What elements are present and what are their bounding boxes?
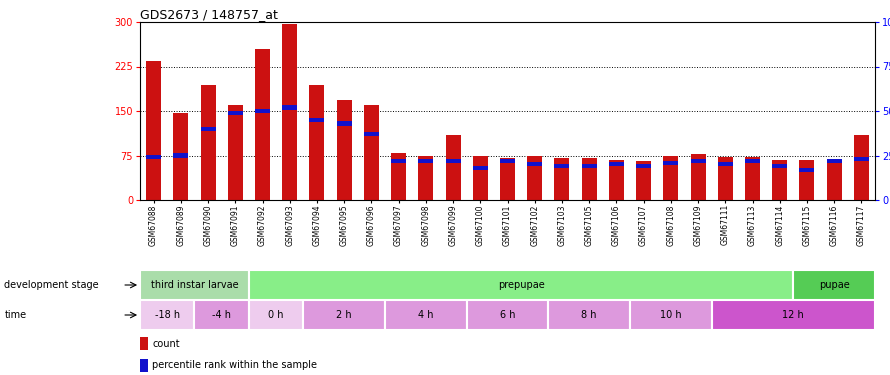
Bar	[310, 86, 325, 200]
Bar	[554, 159, 570, 200]
Text: 8 h: 8 h	[581, 310, 597, 320]
Bar	[773, 160, 788, 200]
Bar	[636, 161, 651, 200]
Bar	[418, 159, 433, 163]
Bar	[663, 160, 678, 165]
Bar	[336, 122, 352, 126]
Bar	[854, 135, 869, 200]
Text: development stage: development stage	[4, 280, 99, 290]
Bar	[718, 157, 732, 200]
Bar	[391, 153, 406, 200]
Bar	[418, 156, 433, 200]
Text: 2 h: 2 h	[336, 310, 352, 320]
Bar	[548, 300, 630, 330]
Bar	[385, 300, 466, 330]
Text: 10 h: 10 h	[660, 310, 682, 320]
Bar	[745, 159, 760, 163]
Bar	[473, 166, 488, 170]
Bar	[249, 300, 303, 330]
Bar	[391, 159, 406, 163]
Bar	[582, 159, 596, 200]
Text: pupae: pupae	[819, 280, 850, 290]
Bar	[200, 86, 215, 200]
Bar	[466, 300, 548, 330]
Text: -4 h: -4 h	[212, 310, 231, 320]
Bar	[500, 159, 515, 163]
Bar	[799, 160, 814, 200]
Bar	[282, 24, 297, 200]
Bar	[174, 153, 189, 158]
Bar	[691, 154, 706, 200]
Bar	[364, 132, 379, 136]
Text: GDS2673 / 148757_at: GDS2673 / 148757_at	[140, 8, 278, 21]
Bar	[691, 159, 706, 163]
Bar	[255, 49, 270, 200]
Bar	[793, 270, 875, 300]
Text: 6 h: 6 h	[500, 310, 515, 320]
Text: 12 h: 12 h	[782, 310, 805, 320]
Bar	[228, 111, 243, 115]
Bar	[255, 109, 270, 113]
Bar	[773, 164, 788, 168]
Bar	[446, 159, 460, 163]
Bar	[146, 155, 161, 159]
Text: 0 h: 0 h	[269, 310, 284, 320]
Bar	[712, 300, 875, 330]
Bar	[500, 159, 515, 200]
Bar	[554, 164, 570, 168]
Text: prepupae: prepupae	[498, 280, 545, 290]
Bar	[364, 105, 379, 200]
Bar	[310, 118, 325, 122]
Bar	[745, 157, 760, 200]
Bar	[200, 127, 215, 131]
Bar	[630, 300, 712, 330]
Text: percentile rank within the sample: percentile rank within the sample	[152, 360, 318, 370]
Bar	[194, 300, 249, 330]
Bar	[140, 338, 148, 350]
Bar	[609, 160, 624, 200]
Bar	[174, 113, 189, 200]
Bar	[446, 135, 460, 200]
Bar	[228, 105, 243, 200]
Bar	[609, 162, 624, 166]
Bar	[854, 157, 869, 161]
Bar	[718, 162, 732, 166]
Bar	[799, 168, 814, 172]
Bar	[249, 270, 793, 300]
Bar	[336, 100, 352, 200]
Bar	[146, 61, 161, 200]
Text: third instar larvae: third instar larvae	[150, 280, 239, 290]
Bar	[282, 105, 297, 110]
Bar	[140, 359, 148, 372]
Bar	[636, 164, 651, 168]
Bar	[303, 300, 385, 330]
Bar	[527, 162, 542, 166]
Bar	[473, 156, 488, 200]
Bar	[827, 161, 842, 200]
Bar	[140, 270, 249, 300]
Bar	[140, 300, 194, 330]
Bar	[663, 156, 678, 200]
Bar	[827, 159, 842, 163]
Text: count: count	[152, 339, 180, 349]
Text: -18 h: -18 h	[155, 310, 180, 320]
Text: time: time	[4, 310, 27, 320]
Bar	[582, 164, 596, 168]
Text: 4 h: 4 h	[418, 310, 433, 320]
Bar	[527, 156, 542, 200]
